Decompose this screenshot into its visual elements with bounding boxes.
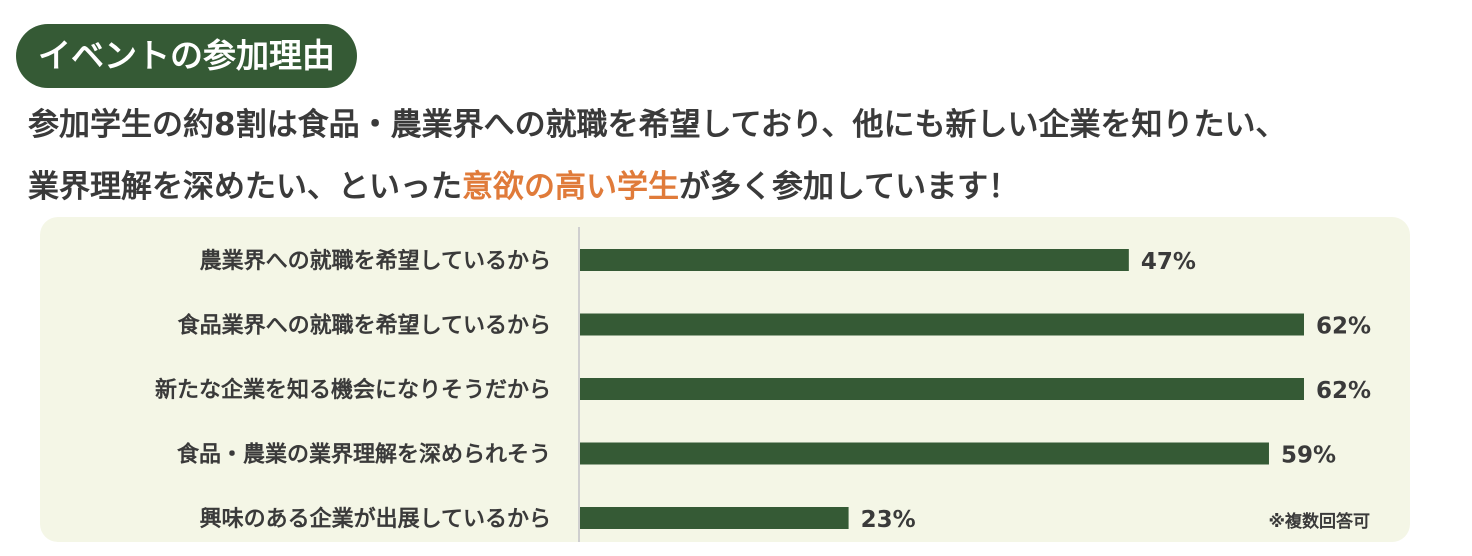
chart-panel: 農業界への就職を希望しているから 47% 食品業界への就職を希望しているから 62% 新… xyxy=(40,217,1410,542)
lead-line-2-pre: 業界理解を深めたい、といった xyxy=(28,169,462,205)
bar xyxy=(580,313,1304,336)
section-badge: イベントの参加理由 xyxy=(16,24,357,88)
lead-line-1: 参加学生の約8割は食品・農業界への就職を希望しており、他にも新しい企業を知りたい… xyxy=(28,107,1287,143)
category-label: 農業界への就職を希望しているから xyxy=(200,248,551,274)
value-label: 62% xyxy=(1316,314,1371,340)
bar xyxy=(580,442,1269,465)
lead-line-2: 業界理解を深めたい、といった意欲の高い学生が多く参加しています！ xyxy=(28,156,1468,218)
value-label: 59% xyxy=(1281,443,1336,469)
category-label: 新たな企業を知る機会になりそうだから xyxy=(155,377,551,403)
lead-line-2-post: が多く参加しています！ xyxy=(679,169,1020,205)
category-label: 食品業界への就職を希望しているから xyxy=(178,313,551,339)
bar-chart: 農業界への就職を希望しているから 47% 食品業界への就職を希望しているから 62% 新… xyxy=(155,227,1371,542)
value-label: 23% xyxy=(861,507,916,533)
value-label: 62% xyxy=(1316,378,1371,404)
category-label: 食品・農業の業界理解を深められそう xyxy=(177,442,551,468)
bar xyxy=(580,378,1304,400)
category-label: 興味のある企業が出展しているから xyxy=(200,506,551,532)
bar xyxy=(580,249,1129,271)
value-label: 47% xyxy=(1141,249,1196,275)
lead-highlight: 意欲の高い学生 xyxy=(462,169,679,205)
lead-text: 参加学生の約8割は食品・農業界への就職を希望しており、他にも新しい企業を知りたい… xyxy=(28,94,1468,218)
multiple-answer-note: ※複数回答可 xyxy=(1268,512,1370,532)
bar xyxy=(580,507,849,529)
